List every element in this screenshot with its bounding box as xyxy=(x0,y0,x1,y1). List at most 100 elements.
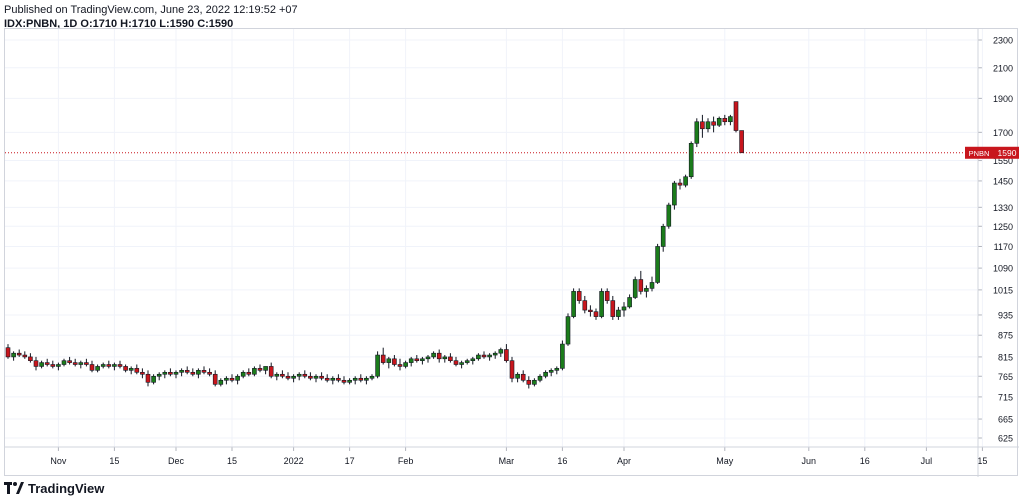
y-tick-label: 1550 xyxy=(993,156,1013,166)
y-tick-label: 1330 xyxy=(993,203,1013,213)
candle-body xyxy=(291,375,296,379)
candle-body xyxy=(347,379,352,383)
candle-body xyxy=(263,366,268,371)
candle-body xyxy=(44,362,50,365)
candle-body xyxy=(571,291,576,317)
candle-body xyxy=(632,279,638,298)
symbol-tag xyxy=(965,146,993,159)
candle-body xyxy=(184,370,190,373)
candle-body xyxy=(576,291,582,301)
x-tick-label: Dec xyxy=(168,456,185,466)
candle-body xyxy=(324,377,330,381)
candle-body xyxy=(733,101,739,131)
candle-body xyxy=(554,368,560,371)
y-tick-label: 1170 xyxy=(994,242,1013,252)
candle-body xyxy=(56,364,61,367)
candle-body xyxy=(302,373,308,377)
y-tick-label: 715 xyxy=(998,392,1013,402)
candle-body xyxy=(532,379,537,385)
candle-body xyxy=(728,116,733,123)
x-tick-label: 2022 xyxy=(284,456,304,466)
candle-body xyxy=(716,117,722,126)
symbol-label: IDX:PNBN, 1D xyxy=(4,18,78,30)
brand-name: TradingView xyxy=(28,480,105,496)
candle-body xyxy=(212,373,218,385)
candle-body xyxy=(543,371,548,377)
candle-body xyxy=(397,364,403,367)
y-tick-label: 1015 xyxy=(993,285,1013,295)
candle-body xyxy=(453,360,459,365)
candle-body xyxy=(106,364,112,367)
candle-body xyxy=(537,375,543,381)
candle-body xyxy=(644,288,649,292)
candle-body xyxy=(498,349,504,354)
symbol-line: IDX:PNBN, 1D O:1710 H:1710 L:1590 C:1590 xyxy=(4,17,298,31)
candle-body xyxy=(240,371,246,377)
candle-body xyxy=(705,121,711,130)
candle-body xyxy=(22,354,28,358)
tradingview-logo-icon xyxy=(4,482,24,494)
candle-body xyxy=(145,373,151,383)
y-tick-label: 2300 xyxy=(993,36,1013,46)
candle-body xyxy=(190,371,196,375)
candle-body xyxy=(672,182,677,206)
candle-body xyxy=(11,352,16,358)
candle-body xyxy=(420,358,425,361)
candle-body xyxy=(168,371,173,375)
symbol-tag-label: PNBN xyxy=(969,149,990,158)
candle-body xyxy=(257,368,263,371)
candle-body xyxy=(336,377,341,381)
candle-body xyxy=(492,352,498,356)
candle-body xyxy=(392,358,397,365)
candle-body xyxy=(481,354,487,358)
candle-body xyxy=(582,300,588,311)
candle-body xyxy=(89,364,95,371)
candle-body xyxy=(565,316,571,345)
candle-body xyxy=(560,343,565,369)
candle-body xyxy=(84,362,89,365)
candlestick-chart[interactable]: 2300 2100 1900 1700 1550 1450 1330 1250 1170 1090… xyxy=(5,29,1019,477)
y-tick-label: 1250 xyxy=(993,222,1013,232)
x-tick-label: 16 xyxy=(860,456,870,466)
chart-frame[interactable]: 2300 2100 1900 1700 1550 1450 1330 1250 1170 1090… xyxy=(4,28,1019,477)
candle-body xyxy=(229,377,235,381)
candle-body xyxy=(408,358,414,363)
x-tick-label: 15 xyxy=(977,456,987,466)
y-tick-label: 625 xyxy=(998,434,1013,444)
x-tick-label: Jul xyxy=(921,456,933,466)
candle-body xyxy=(621,306,627,311)
candle-body xyxy=(341,379,347,383)
candle-body xyxy=(593,311,599,317)
candle-body xyxy=(425,356,431,360)
y-tick-label: 1450 xyxy=(993,176,1013,186)
candle-body xyxy=(28,356,33,361)
candle-body xyxy=(509,360,515,379)
candle-body xyxy=(268,366,274,377)
y-tick-label: 935 xyxy=(998,310,1013,320)
x-tick-label: Nov xyxy=(50,456,67,466)
candle-body xyxy=(156,373,162,377)
candle-body xyxy=(123,366,128,371)
candle-body xyxy=(201,370,207,373)
candle-body xyxy=(179,370,184,373)
x-tick-label: Apr xyxy=(617,456,631,466)
candle-body xyxy=(78,362,84,365)
candle-body xyxy=(442,356,448,360)
candle-body xyxy=(459,362,464,365)
candle-body xyxy=(431,352,436,358)
y-tick-label: 1700 xyxy=(993,128,1013,138)
candle-body xyxy=(655,246,660,283)
y-tick-label: 875 xyxy=(998,331,1013,341)
y-tick-label: 2100 xyxy=(993,63,1013,73)
candle-body xyxy=(375,354,380,377)
candle-body xyxy=(700,121,705,130)
candle-body xyxy=(140,371,145,375)
candle-body xyxy=(464,360,470,363)
candle-body xyxy=(61,360,67,365)
candle-body xyxy=(358,377,364,381)
candle-body xyxy=(207,371,212,375)
candle-body xyxy=(112,364,117,367)
candle-body xyxy=(448,356,453,361)
candle-body xyxy=(134,368,140,373)
candle-body xyxy=(414,358,420,361)
